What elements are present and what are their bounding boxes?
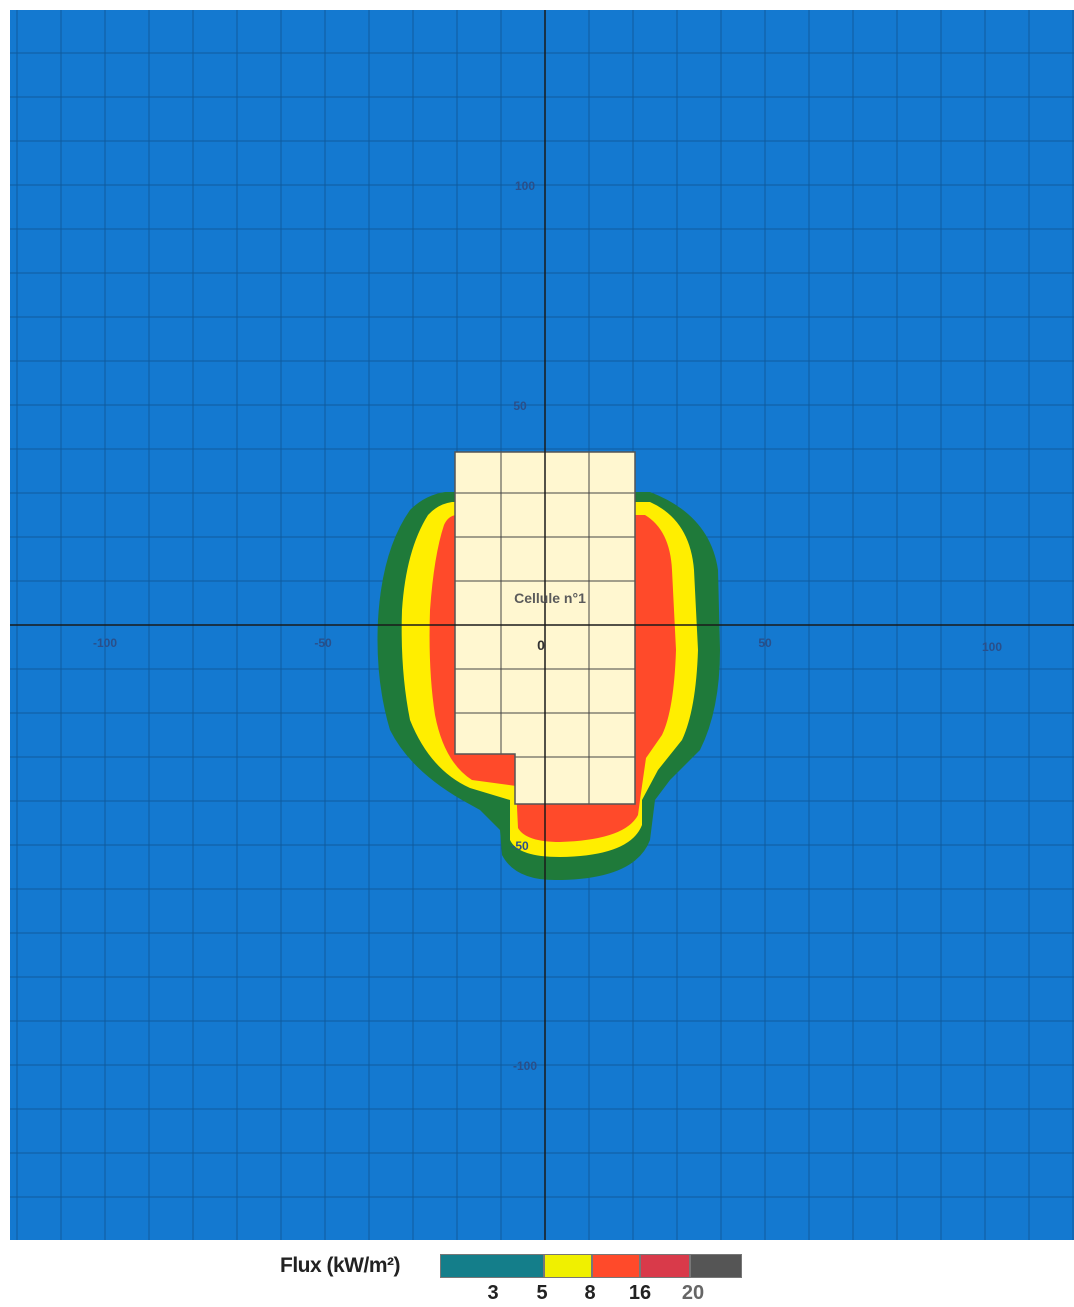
y-tick-label: -50 — [511, 839, 529, 853]
y-tick-label: 100 — [515, 179, 535, 193]
legend-swatch-5 — [544, 1254, 592, 1278]
y-tick-label: 50 — [513, 399, 527, 413]
y-tick-label: -100 — [513, 1059, 537, 1073]
x-tick-label: 50 — [758, 636, 772, 650]
legend-value: 16 — [628, 1282, 652, 1304]
flux-map-canvas: -100 -50 50 100 100 50 -50 -100 0 Cellul… — [10, 10, 1074, 1240]
legend-value: 5 — [536, 1282, 548, 1304]
x-tick-label: -50 — [314, 636, 332, 650]
x-tick-label: -100 — [93, 636, 117, 650]
legend-swatch-8 — [592, 1254, 640, 1278]
legend-color-bar — [440, 1254, 742, 1278]
origin-label: 0 — [537, 637, 545, 653]
legend-swatch-3 — [440, 1254, 544, 1278]
legend: Flux (kW/m²) 3 5 8 16 20 — [280, 1250, 760, 1307]
legend-value: 3 — [487, 1282, 499, 1304]
flux-map: -100 -50 50 100 100 50 -50 -100 0 Cellul… — [10, 10, 1074, 1240]
legend-swatch-16 — [640, 1254, 690, 1278]
cell-label: Cellule n°1 — [514, 590, 586, 606]
legend-value: 8 — [584, 1282, 596, 1304]
legend-title: Flux (kW/m²) — [280, 1254, 401, 1277]
legend-value: 20 — [681, 1282, 705, 1304]
x-tick-label: 100 — [982, 640, 1002, 654]
legend-swatch-20 — [690, 1254, 742, 1278]
cell-outline — [454, 451, 636, 805]
